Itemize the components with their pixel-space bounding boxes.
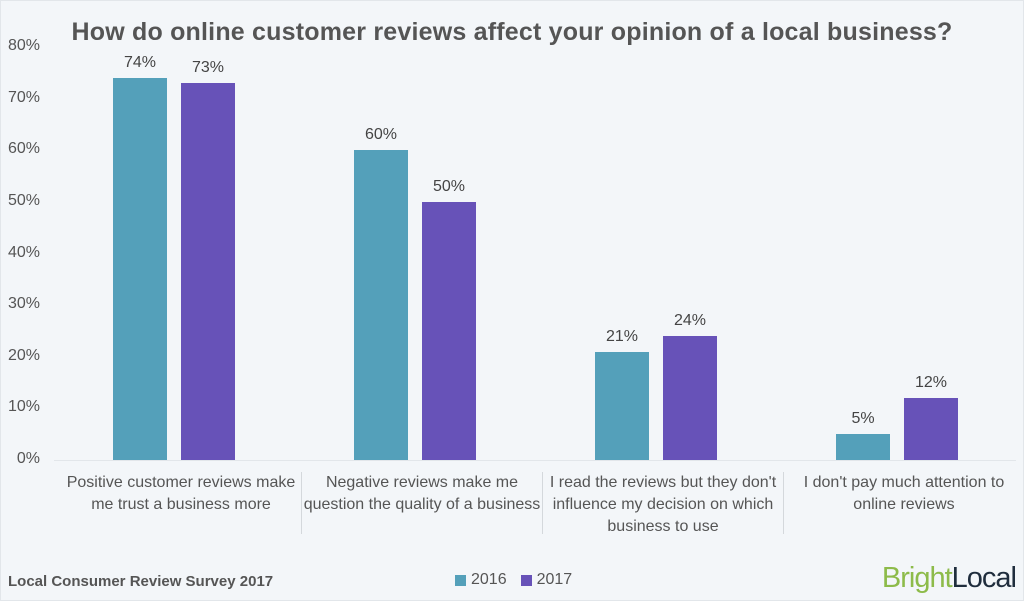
bar-value-label: 24% <box>673 312 707 330</box>
legend-swatch-2016 <box>455 574 466 586</box>
category-label: Positive customer reviews make me trust … <box>66 474 296 513</box>
bar-2016[interactable] <box>836 434 890 460</box>
bar-2017[interactable] <box>904 398 958 460</box>
y-tick-label: 10% <box>7 398 40 416</box>
bar-2016[interactable] <box>595 351 649 460</box>
category-label: I read the reviews but they don't influe… <box>549 474 777 535</box>
bar-2017[interactable] <box>422 202 476 460</box>
category-separator <box>301 472 302 534</box>
bar-value-label: 12% <box>914 374 948 392</box>
y-tick-label: 20% <box>7 346 40 364</box>
y-tick-label: 70% <box>7 88 40 106</box>
bar-2016[interactable] <box>354 150 408 460</box>
bar-value-label: 5% <box>851 410 875 428</box>
y-tick-label: 40% <box>7 243 40 261</box>
category-label: I don't pay much attention to online rev… <box>803 474 1005 513</box>
legend-label-2016: 2016 <box>471 571 507 588</box>
x-axis-baseline <box>54 460 1016 461</box>
bar-value-label: 74% <box>123 54 157 72</box>
bar-value-label: 50% <box>432 178 466 195</box>
source-label: Local Consumer Review Survey 2017 <box>8 573 274 590</box>
legend: 2016 2017 <box>455 571 572 589</box>
bar-2017[interactable] <box>663 336 717 460</box>
logo-local: Local <box>951 562 1017 594</box>
bar-2016[interactable] <box>113 78 167 460</box>
bar-value-label: 21% <box>605 327 639 345</box>
bar-value-label: 60% <box>364 126 398 144</box>
y-tick-label: 80% <box>7 37 40 55</box>
y-tick-label: 50% <box>7 192 40 209</box>
category-label: Negative reviews make me question the qu… <box>303 474 541 513</box>
category-separator <box>783 472 784 534</box>
y-tick-label: 60% <box>7 140 40 158</box>
legend-label-2017: 2017 <box>536 571 573 588</box>
legend-item-2016[interactable]: 2016 <box>455 571 507 589</box>
category-separator <box>542 472 543 534</box>
y-tick-label: 0% <box>16 450 40 467</box>
legend-item-2017[interactable]: 2017 <box>520 571 573 589</box>
bar-value-label: 73% <box>191 59 225 77</box>
legend-swatch-2017 <box>520 574 532 586</box>
logo-bright: Bright <box>881 562 953 594</box>
y-tick-label: 30% <box>7 295 40 313</box>
brightlocal-logo: BrightLocal <box>881 562 1017 595</box>
chart-title: How do online customer reviews affect yo… <box>71 18 953 46</box>
bar-2017[interactable] <box>181 83 235 460</box>
